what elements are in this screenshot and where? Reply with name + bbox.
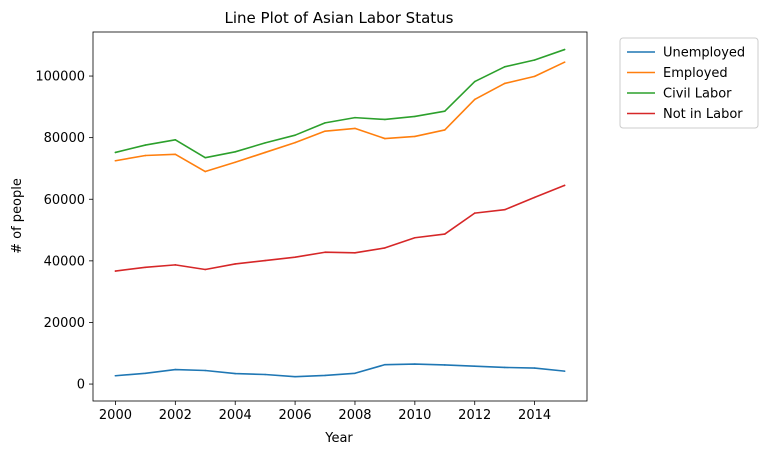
data-point-civil-labor (264, 142, 266, 144)
x-tick-label: 2008 (338, 408, 371, 423)
plot-frame (92, 31, 588, 402)
data-point-civil-labor (234, 151, 237, 153)
data-point-not-in-labor (503, 208, 506, 211)
data-point-not-in-labor (264, 259, 266, 262)
x-tick-label: 2000 (99, 408, 132, 423)
data-point-civil-labor (144, 144, 147, 146)
x-tick-label: 2010 (398, 408, 431, 423)
y-tick-label: 40000 (44, 254, 85, 269)
data-point-not-in-labor (533, 196, 536, 199)
data-point-not-in-labor (563, 184, 566, 187)
data-point-unemployed (294, 375, 296, 378)
y-tick-label: 100000 (35, 70, 85, 85)
data-point-not-in-labor (144, 266, 147, 269)
data-point-employed (264, 151, 266, 154)
data-point-unemployed (144, 372, 147, 375)
data-point-civil-labor (204, 156, 207, 159)
data-point-civil-labor (563, 48, 566, 51)
data-point-not-in-labor (354, 252, 356, 254)
data-point-employed (144, 154, 147, 157)
legend-box (619, 37, 759, 129)
data-point-not-in-labor (174, 264, 177, 266)
data-point-not-in-labor (443, 233, 446, 235)
data-point-employed (234, 161, 237, 164)
data-point-employed (414, 135, 416, 138)
data-point-employed (354, 127, 356, 130)
data-point-civil-labor (473, 80, 476, 83)
data-point-civil-labor (503, 66, 506, 68)
series-line-employed (114, 61, 566, 173)
y-axis: 0 20000 40000 60000 80000 100000 (35, 70, 93, 393)
data-point-civil-labor (294, 134, 296, 136)
data-point-unemployed (414, 363, 416, 365)
data-point-unemployed (114, 374, 117, 377)
series-line-not-in-labor (114, 184, 566, 272)
data-point-employed (174, 153, 177, 156)
legend-label-civil-labor: Civil Labor (663, 87, 732, 102)
data-point-employed (473, 98, 476, 101)
data-point-employed (563, 61, 566, 63)
legend-label-unemployed: Unemployed (663, 46, 745, 61)
data-point-not-in-labor (473, 212, 476, 214)
data-point-not-in-labor (114, 270, 117, 272)
data-point-civil-labor (114, 151, 117, 154)
data-point-employed (533, 75, 536, 78)
data-point-employed (324, 130, 326, 132)
data-point-not-in-labor (234, 263, 237, 265)
data-point-civil-labor (324, 122, 326, 124)
legend-label-employed: Employed (663, 66, 728, 81)
data-point-employed (384, 137, 386, 140)
data-point-unemployed (443, 364, 446, 366)
x-tick-label: 2006 (279, 408, 312, 423)
data-point-employed (114, 159, 117, 162)
x-axis: 2000 2002 2004 2006 2008 2010 2012 2014 (99, 401, 551, 423)
y-axis-title: # of people (10, 178, 25, 254)
data-point-unemployed (563, 370, 566, 372)
data-point-not-in-labor (414, 236, 416, 239)
y-tick-label: 80000 (44, 131, 85, 146)
data-point-employed (204, 170, 207, 173)
data-point-civil-labor (354, 116, 356, 119)
data-point-unemployed (174, 368, 177, 371)
data-point-employed (503, 82, 506, 85)
data-point-civil-labor (384, 118, 386, 121)
data-point-not-in-labor (384, 247, 386, 249)
data-point-not-in-labor (204, 268, 207, 271)
data-point-unemployed (473, 365, 476, 367)
y-tick-label: 20000 (44, 316, 85, 331)
data-point-unemployed (533, 367, 536, 369)
data-point-not-in-labor (294, 256, 296, 258)
data-point-unemployed (503, 366, 506, 369)
chart-title: Line Plot of Asian Labor Status (225, 9, 454, 27)
data-point-unemployed (324, 374, 326, 377)
y-tick-label: 0 (77, 378, 85, 393)
x-tick-label: 2004 (219, 408, 252, 423)
data-point-unemployed (354, 372, 356, 375)
data-point-unemployed (384, 363, 386, 366)
x-axis-title: Year (324, 431, 353, 446)
data-point-civil-labor (414, 115, 416, 118)
legend-label-not-in-labor: Not in Labor (663, 107, 743, 122)
x-tick-label: 2014 (518, 408, 551, 423)
series-line-unemployed (114, 363, 566, 378)
plot-area (114, 48, 566, 378)
data-point-unemployed (234, 372, 237, 375)
data-point-civil-labor (174, 139, 177, 141)
x-tick-label: 2012 (458, 408, 491, 423)
data-point-civil-labor (443, 110, 446, 112)
data-point-unemployed (264, 373, 266, 376)
data-point-unemployed (204, 369, 207, 372)
x-tick-label: 2002 (159, 408, 192, 423)
data-point-civil-labor (533, 59, 536, 61)
y-tick-label: 60000 (44, 193, 85, 208)
data-point-employed (443, 129, 446, 131)
data-point-employed (294, 141, 296, 144)
series-line-civil-labor (114, 48, 566, 159)
data-point-not-in-labor (324, 251, 326, 254)
legend: Unemployed Employed Civil Labor Not in Labo… (619, 37, 759, 129)
